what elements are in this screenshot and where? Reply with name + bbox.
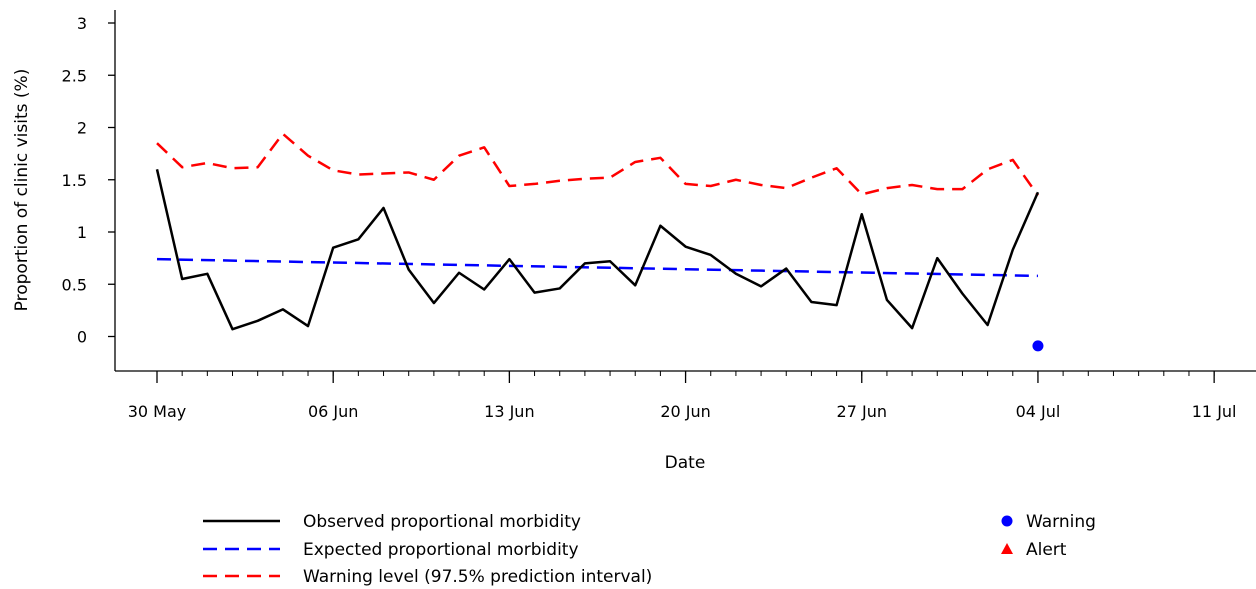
- y-tick-label: 0: [77, 328, 87, 347]
- legend-alert-triangle-icon: [1001, 543, 1013, 554]
- legend-label: Expected proportional morbidity: [303, 540, 579, 560]
- series-line-warning-level-97-5-prediction-interval: [156, 132, 1039, 197]
- x-tick-label: 04 Jul: [1016, 402, 1061, 421]
- legend-warning-circle-icon: [1001, 515, 1013, 527]
- y-tick-label: 0.5: [62, 275, 87, 294]
- markers-group: [1032, 340, 1044, 352]
- x-tick-label: 30 May: [128, 402, 187, 421]
- y-tick-label: 2: [77, 119, 87, 138]
- x-tick-label: 27 Jun: [837, 402, 887, 421]
- series-line-expected-proportional-morbidity: [156, 257, 1038, 278]
- legend-label: Warning: [1026, 512, 1096, 532]
- legend-label: Alert: [1026, 540, 1067, 560]
- y-tick-label: 2.5: [62, 66, 87, 85]
- x-tick-label: 20 Jun: [660, 402, 710, 421]
- x-axis-title: Date: [665, 453, 706, 473]
- warning-marker: [1032, 340, 1044, 352]
- series-line-observed-proportional-morbidity: [155, 169, 1040, 331]
- axes: 0 0.5 1 1.5 2 2.5 3 30 May 06 Jun 13 Jun 20 Jun 27 …: [62, 10, 1256, 421]
- legend: Observed proportional morbidity Expected …: [203, 512, 1096, 587]
- legend-label: Observed proportional morbidity: [303, 512, 581, 532]
- y-axis-title: Proportion of clinic visits (%): [12, 69, 32, 312]
- legend-label: Warning level (97.5% prediction interval…: [303, 567, 652, 587]
- x-tick-label: 13 Jun: [484, 402, 534, 421]
- x-tick-label: 06 Jun: [308, 402, 358, 421]
- x-tick-label: 11 Jul: [1192, 402, 1237, 421]
- y-tick-label: 1: [77, 223, 87, 242]
- y-tick-label: 1.5: [62, 171, 87, 190]
- y-tick-label: 3: [77, 14, 87, 33]
- series-group: [155, 132, 1040, 331]
